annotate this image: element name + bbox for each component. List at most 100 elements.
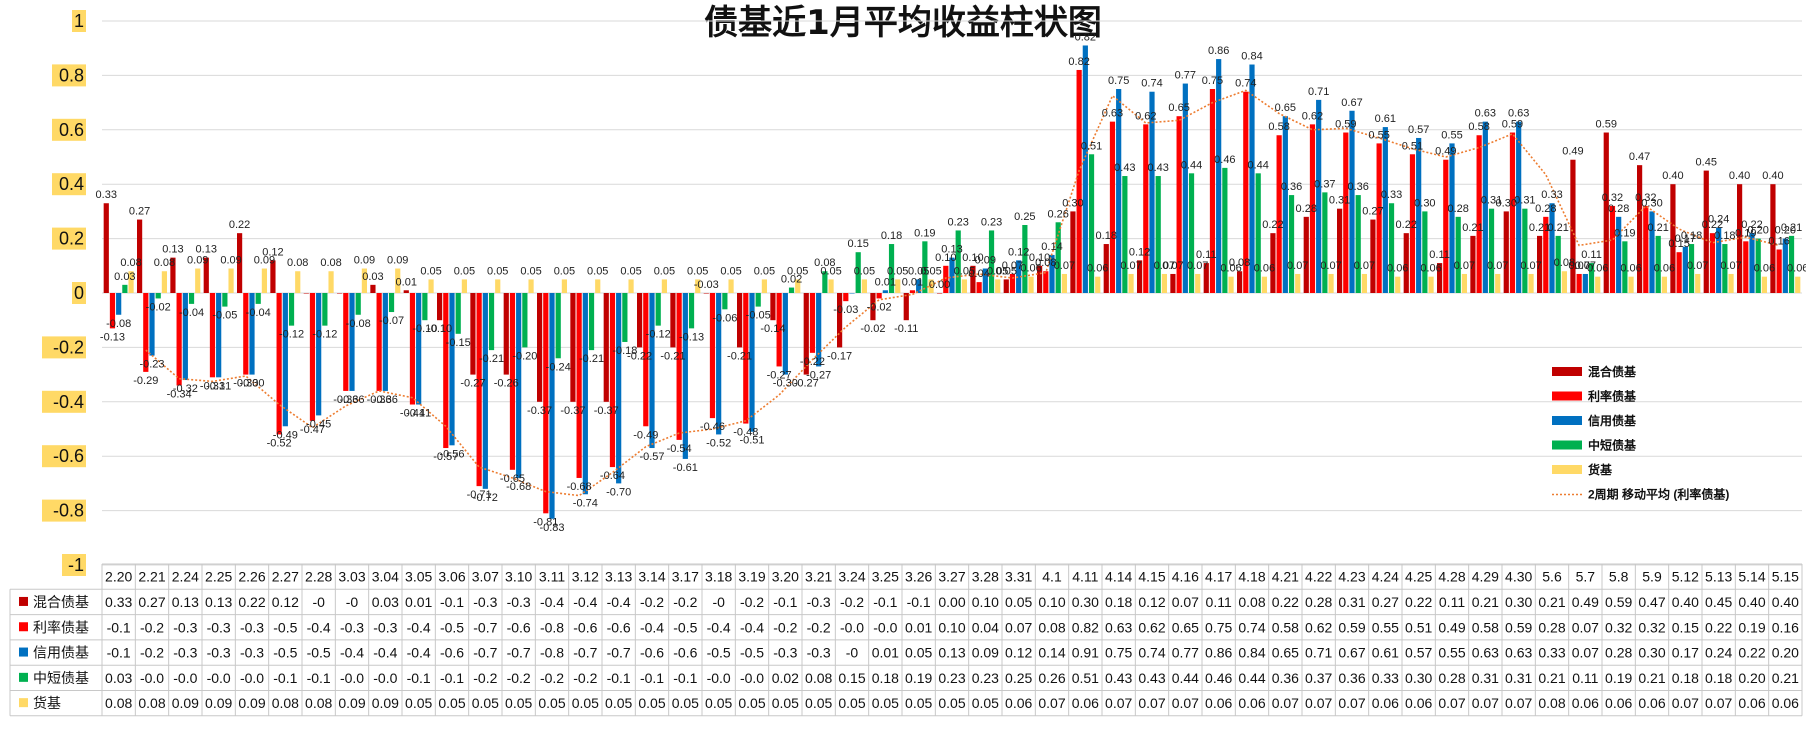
bar <box>749 293 755 432</box>
bar <box>403 290 409 293</box>
bar <box>895 279 901 293</box>
bar <box>1143 124 1149 293</box>
bar <box>1203 263 1209 293</box>
data-label: 0.82 <box>1075 31 1096 43</box>
data-label: 0.05 <box>887 265 908 277</box>
bar <box>103 203 109 293</box>
table-value-cell: 0.11 <box>1439 594 1465 610</box>
table-value-cell: -0.3 <box>340 619 364 635</box>
bar <box>961 279 967 293</box>
table-value-cell: 0.05 <box>538 695 565 711</box>
data-label: 0.47 <box>1629 151 1650 163</box>
data-label: 0.77 <box>1175 70 1196 82</box>
bar <box>1770 184 1776 293</box>
data-label: -0.41 <box>400 408 425 420</box>
data-label: -0.57 <box>639 451 664 463</box>
data-label: 0.67 <box>1341 97 1362 109</box>
bar <box>1216 59 1222 293</box>
data-label: 0.21 <box>1781 222 1802 234</box>
chart-title: 债基近1月平均收益柱状图 <box>704 3 1102 43</box>
table-value-cell: -0.3 <box>807 645 831 661</box>
bar <box>1328 273 1334 293</box>
data-label: 0.05 <box>454 265 475 277</box>
table-value-cell: 0.01 <box>405 594 432 610</box>
table-value-cell: 0.58 <box>1472 619 1499 635</box>
table-value-cell: 0.71 <box>1305 645 1332 661</box>
data-label: 0.20 <box>1747 225 1768 237</box>
bar <box>955 230 961 293</box>
table-value-cell: -0.1 <box>440 670 464 686</box>
data-label: 0.15 <box>1668 238 1689 250</box>
data-label: 0.07 <box>1002 260 1023 272</box>
data-label: 0.05 <box>687 265 708 277</box>
table-value-cell: 0.75 <box>1205 619 1232 635</box>
data-label: 0.05 <box>420 265 441 277</box>
data-label: -0.37 <box>527 405 552 417</box>
table-value-cell: 0.05 <box>1005 594 1032 610</box>
data-label: 0.12 <box>1129 246 1150 258</box>
table-value-cell: 0.05 <box>838 695 865 711</box>
data-label: -0.22 <box>800 356 825 368</box>
table-value-cell: -0.3 <box>207 619 231 635</box>
table-category-cell: 3.19 <box>738 569 765 585</box>
bar <box>1303 216 1309 293</box>
table-value-cell: 0.44 <box>1238 670 1265 686</box>
table-value-cell: 0.07 <box>1305 695 1332 711</box>
data-label: 0.21 <box>1462 222 1483 234</box>
table-value-cell: 0.08 <box>138 695 165 711</box>
data-label: 0.03 <box>114 271 135 283</box>
table-category-cell: 3.26 <box>905 569 932 585</box>
table-value-cell: 0.09 <box>972 645 999 661</box>
table-value-cell: 0.07 <box>1272 695 1299 711</box>
table-value-cell: 0.82 <box>1072 619 1099 635</box>
data-label: 0.10 <box>1029 252 1050 264</box>
bar <box>982 268 988 293</box>
table-value-cell: 0.07 <box>1705 695 1732 711</box>
bar <box>270 260 276 293</box>
table-value-cell: -0.4 <box>607 594 631 610</box>
data-label: 0.40 <box>1662 170 1683 182</box>
table-value-cell: -0.0 <box>707 670 731 686</box>
table-category-cell: 3.31 <box>1005 569 1032 585</box>
table-category-cell: 5.14 <box>1738 569 1765 585</box>
data-label: 0.62 <box>1302 110 1323 122</box>
bar <box>322 293 328 326</box>
data-label: 0.07 <box>1568 260 1589 272</box>
y-tick-label: 1 <box>74 11 84 31</box>
table-value-cell: 0.33 <box>1372 670 1399 686</box>
data-label: -0.71 <box>467 489 492 501</box>
bar <box>1582 273 1588 293</box>
data-label: 0.07 <box>1487 260 1508 272</box>
data-label: -0.41 <box>406 408 431 420</box>
bar <box>1416 137 1422 293</box>
bar <box>655 293 661 326</box>
y-tick-label: 0 <box>74 283 84 303</box>
data-label: 0.27 <box>1362 206 1383 218</box>
table-value-cell: 0.12 <box>1005 645 1032 661</box>
data-label: -0.27 <box>794 378 819 390</box>
bar <box>888 244 895 293</box>
table-value-cell: 0.06 <box>1205 695 1232 711</box>
bar <box>1743 241 1749 293</box>
data-label: 0.22 <box>1702 219 1723 231</box>
data-label: 0.07 <box>1320 260 1341 272</box>
data-label: 0.12 <box>262 246 283 258</box>
bar <box>1555 235 1561 293</box>
table-value-cell: 0.57 <box>1405 645 1432 661</box>
data-label: 0.06 <box>1020 263 1041 275</box>
table-value-cell: -0.2 <box>840 594 864 610</box>
data-label: 0.01 <box>902 276 923 288</box>
table-value-cell: 0.06 <box>1738 695 1765 711</box>
table-value-cell: 0.63 <box>1105 619 1132 635</box>
table-value-cell: -0.2 <box>140 645 164 661</box>
bar <box>1261 276 1267 293</box>
table-value-cell: 0.62 <box>1138 619 1165 635</box>
data-label: 0.08 <box>1554 257 1575 269</box>
ytick-highlight <box>72 10 86 32</box>
data-label: -0.61 <box>673 462 698 474</box>
table-value-cell: 0.08 <box>805 670 832 686</box>
table-category-cell: 3.04 <box>372 569 399 585</box>
table-value-cell: -0.1 <box>907 594 931 610</box>
table-value-cell: -0.5 <box>673 619 697 635</box>
table-value-cell: -0.6 <box>573 619 597 635</box>
